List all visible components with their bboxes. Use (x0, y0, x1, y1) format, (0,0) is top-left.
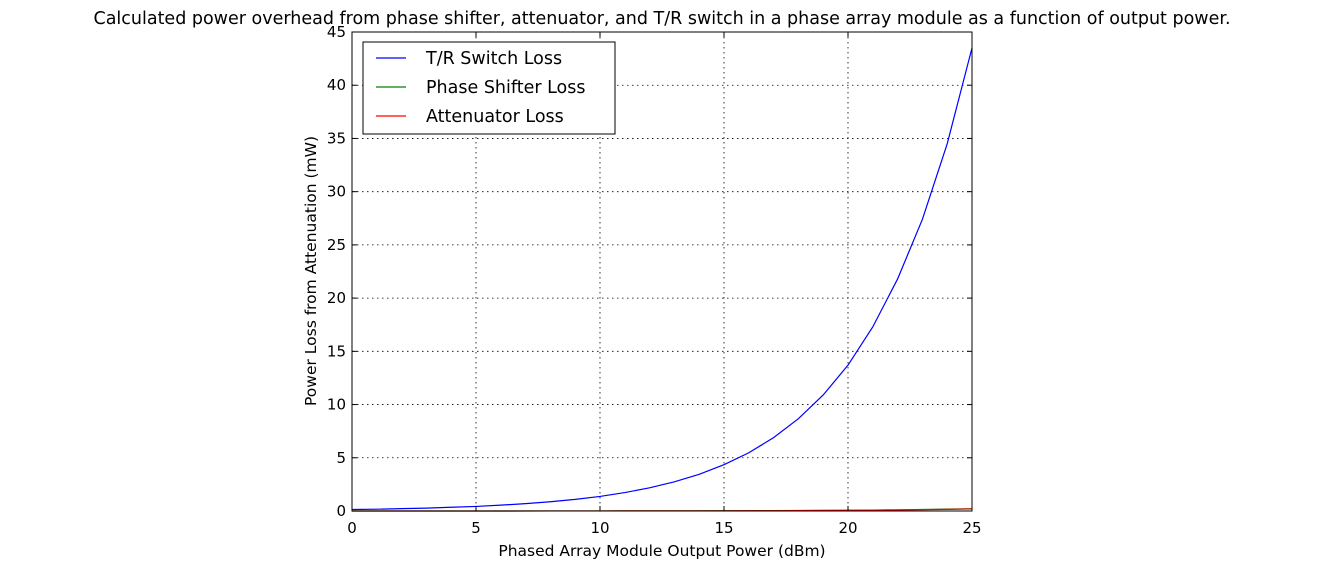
y-tick-label: 35 (327, 129, 346, 147)
y-tick-label: 40 (327, 76, 346, 94)
x-axis-label: Phased Array Module Output Power (dBm) (498, 542, 825, 560)
plot-frame (351, 31, 973, 512)
legend-box (362, 41, 616, 135)
axis-ticks: 0 5 10 15 20 25 0 5 10 15 20 25 30 35 40 45 (327, 23, 982, 537)
x-tick-label: 20 (838, 519, 857, 537)
x-tick-label: 0 (347, 519, 357, 537)
series-line-t-r-switch-loss (351, 47, 973, 511)
y-axis-label: Power Loss from Attenuation (mW) (302, 136, 320, 406)
grid-lines (352, 32, 972, 511)
x-tick-label: 5 (471, 519, 481, 537)
y-tick-label: 20 (327, 289, 346, 307)
y-tick-label: 25 (327, 236, 346, 254)
y-tick-label: 15 (327, 342, 346, 360)
chart-title: Calculated power overhead from phase shi… (93, 9, 1230, 29)
legend: T/R Switch Loss Phase Shifter Loss Attenua… (362, 41, 616, 135)
legend-label-phase-shifter-loss: Phase Shifter Loss (426, 78, 586, 98)
y-tick-label: 10 (327, 396, 346, 414)
x-tick-label: 25 (962, 519, 981, 537)
y-tick-label: 30 (327, 183, 346, 201)
y-tick-label: 45 (327, 23, 346, 41)
x-tick-label: 15 (714, 519, 733, 537)
legend-label-attenuator-loss: Attenuator Loss (426, 107, 564, 127)
y-tick-label: 5 (336, 449, 346, 467)
legend-label-t-r-switch-loss: T/R Switch Loss (425, 49, 562, 69)
y-tick-label: 0 (336, 502, 346, 520)
x-tick-label: 10 (590, 519, 609, 537)
